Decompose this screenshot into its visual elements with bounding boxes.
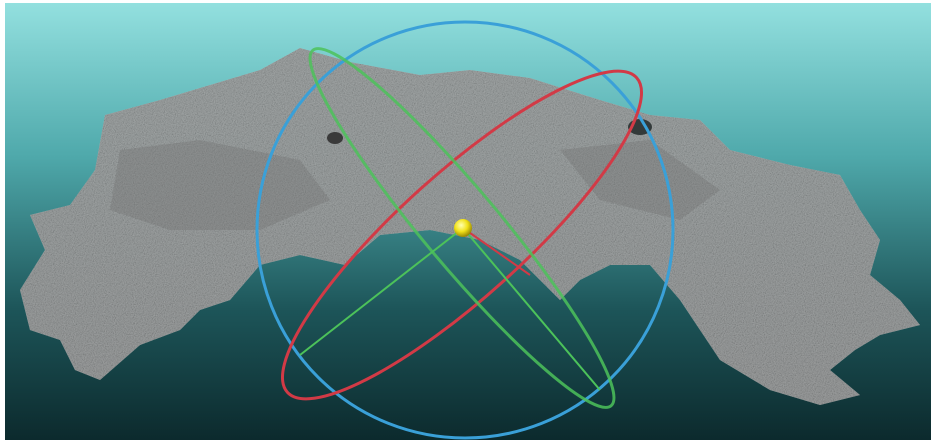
gizmo-axis-green (462, 227, 601, 391)
gizmo-center[interactable] (454, 219, 472, 237)
marker (327, 132, 343, 144)
gizmo-axis-green (299, 227, 464, 356)
gizmo-axis-red (462, 227, 531, 276)
terrain-shadow (110, 140, 720, 230)
gizmo-ring-red (281, 69, 643, 401)
gizmo-ring-blue (255, 20, 675, 440)
